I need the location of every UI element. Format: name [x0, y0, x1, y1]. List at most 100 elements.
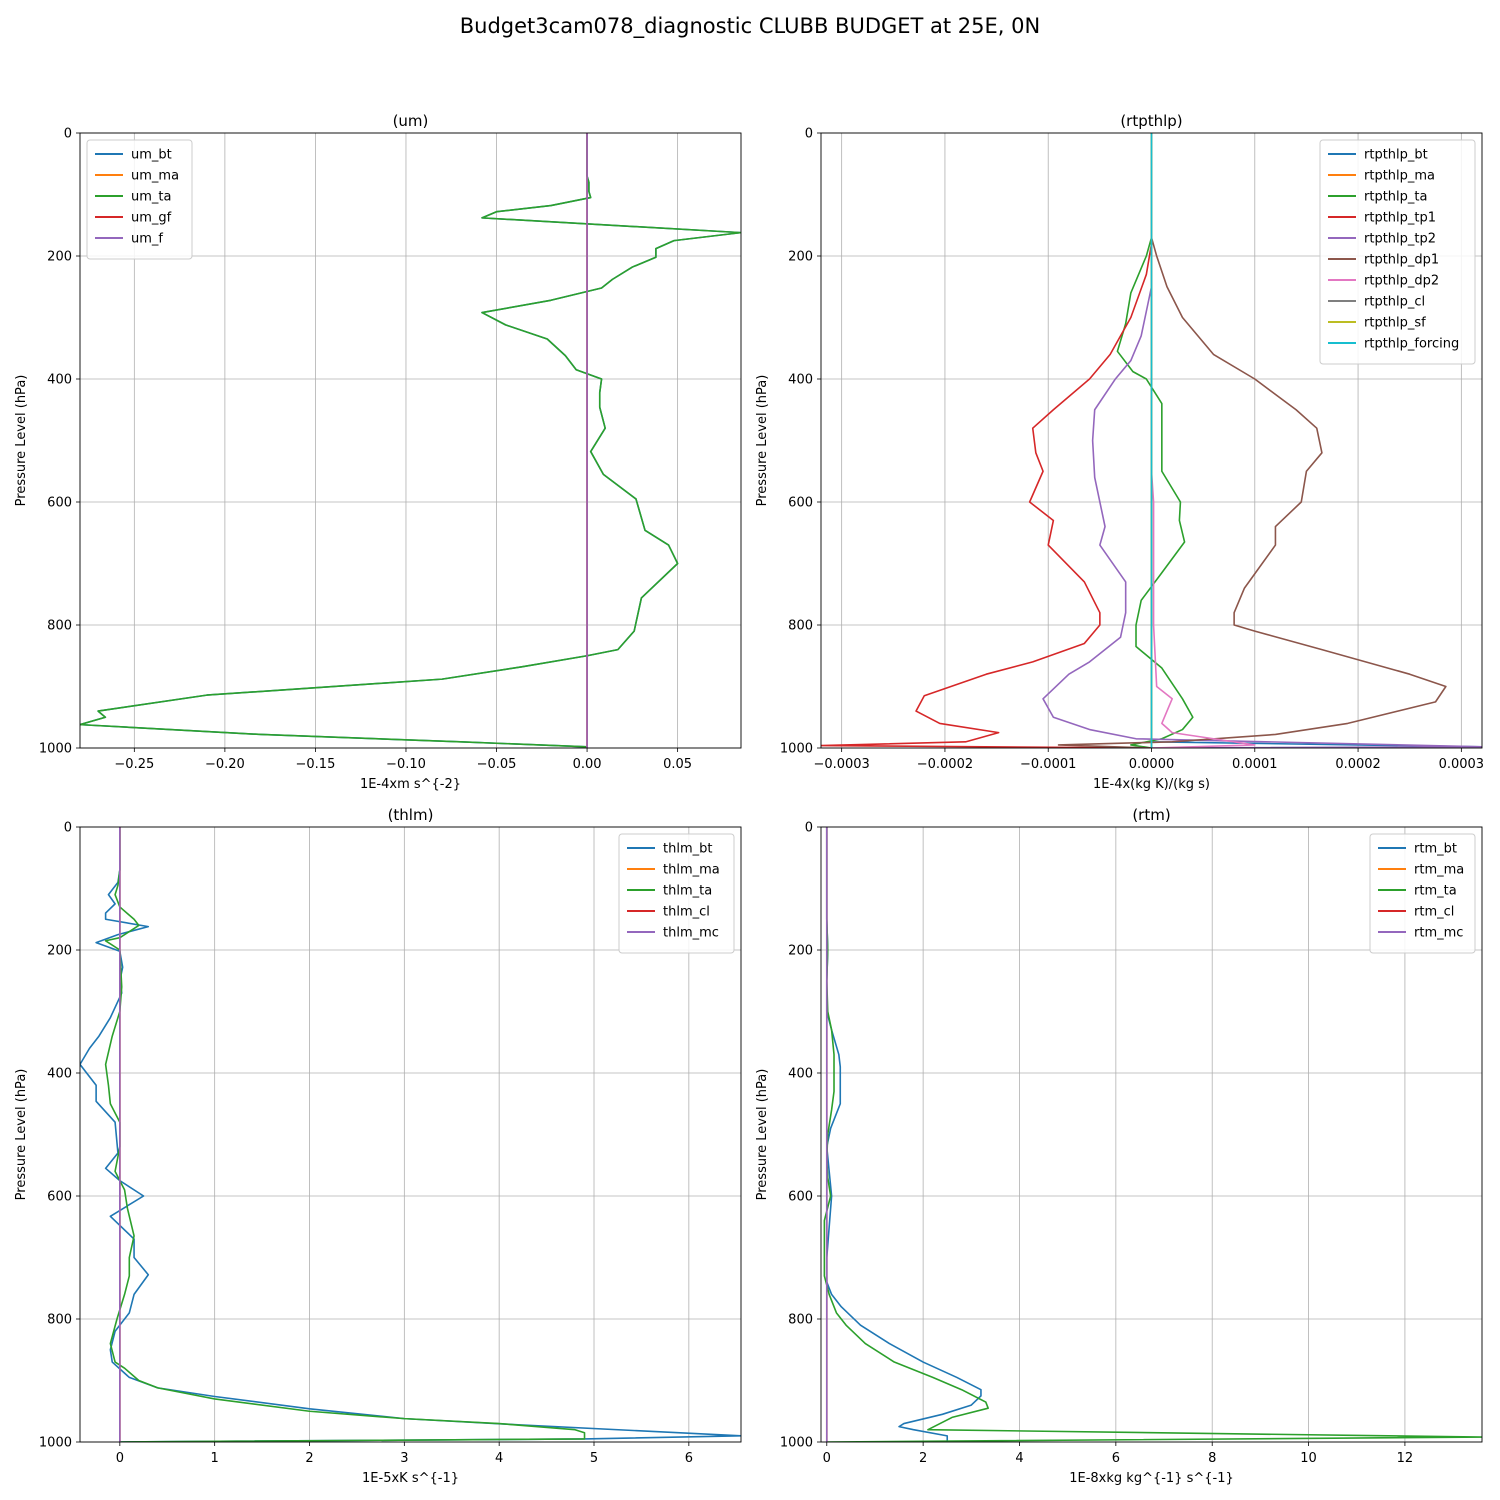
series-line-rtpthlp_dp2 — [1150, 133, 1256, 748]
thlm-legend-box — [618, 833, 735, 954]
thlm-x-tick-label: 0 — [116, 1451, 124, 1466]
um-series-group — [80, 133, 741, 748]
thlm-x-tick-label: 5 — [590, 1451, 598, 1466]
rtm-x-tick-label: 10 — [1300, 1451, 1317, 1466]
rtm-x-tick-label: 2 — [919, 1451, 927, 1466]
um-y-tick-label: 600 — [47, 496, 72, 511]
rtm-x-axis-label: 1E-8xkg kg^{-1} s^{-1} — [1069, 1471, 1234, 1486]
thlm-x-tick-label: 3 — [400, 1451, 408, 1466]
um-x-tick-label: −0.20 — [205, 757, 245, 772]
um-y-tick-label: 800 — [47, 619, 72, 634]
legend-label-rtpthlp_tp1: rtpthlp_tp1 — [1364, 211, 1436, 226]
thlm-y-tick-label: 200 — [47, 944, 72, 959]
um-x-tick-label: −0.15 — [296, 757, 336, 772]
um-x-tick-label: −0.10 — [386, 757, 426, 772]
series-line-rtpthlp_dp1 — [1057, 133, 1447, 748]
legend-label-rtpthlp_tp2: rtpthlp_tp2 — [1364, 232, 1436, 247]
rtpthlp-y-tick-label: 200 — [788, 250, 813, 265]
thlm-x-tick-label: 6 — [685, 1451, 693, 1466]
rtm-y-tick-label: 600 — [788, 1190, 813, 1205]
series-line-thlm_ta — [104, 827, 586, 1442]
rtm-panel-title: (rtm) — [1132, 806, 1170, 824]
legend-label-thlm_ta: thlm_ta — [663, 884, 712, 899]
rtm-x-tick-label: 12 — [1397, 1451, 1414, 1466]
thlm-y-axis-label: Pressure Level (hPa) — [14, 1069, 29, 1201]
thlm-y-tick-label: 400 — [47, 1067, 72, 1082]
rtpthlp-x-tick-label: 0.0001 — [1232, 757, 1278, 772]
rtpthlp-x-tick-label: −0.0003 — [813, 757, 869, 772]
um-y-tick-label: 1000 — [39, 742, 72, 757]
legend-label-rtpthlp_dp1: rtpthlp_dp1 — [1364, 253, 1439, 268]
rtpthlp-y-tick-label: 400 — [788, 373, 813, 388]
um-x-tick-label: 0.00 — [573, 757, 602, 772]
thlm-y-tick-label: 600 — [47, 1190, 72, 1205]
thlm-y-tick-label: 800 — [47, 1313, 72, 1328]
legend-label-rtm_ma: rtm_ma — [1414, 863, 1464, 878]
rtpthlp-y-tick-label: 1000 — [780, 742, 813, 757]
legend-label-rtpthlp_sf: rtpthlp_sf — [1364, 316, 1426, 331]
legend-label-rtpthlp_dp2: rtpthlp_dp2 — [1364, 274, 1439, 289]
legend-label-thlm_mc: thlm_mc — [663, 926, 719, 941]
rtpthlp-legend: rtpthlp_bt rtpthlp_ma rtpthlp_ta rtpthlp_tp… — [1319, 139, 1476, 365]
rtm-x-tick-label: 8 — [1208, 1451, 1216, 1466]
series-line-rtpthlp_tp2 — [1042, 133, 1482, 748]
legend-label-rtm_cl: rtm_cl — [1414, 905, 1454, 920]
rtm-plot-frame — [820, 826, 1483, 1443]
legend-label-um_bt: um_bt — [131, 148, 172, 163]
series-line-rtpthlp_ta — [1116, 133, 1194, 748]
rtm-series-group — [823, 827, 1482, 1442]
rtm-y-tick-label: 1000 — [780, 1436, 813, 1451]
um-x-axis-label: 1E-4xm s^{-2} — [360, 777, 461, 792]
rtm-y-tick-label: 200 — [788, 944, 813, 959]
figure-title: Budget3cam078_diagnostic CLUBB BUDGET at… — [459, 14, 1041, 38]
series-line-rtpthlp_tp1 — [821, 133, 1153, 748]
thlm-plot-frame — [79, 826, 742, 1443]
thlm-series-group — [80, 827, 741, 1442]
rtm-y-axis-label: Pressure Level (hPa) — [755, 1069, 770, 1201]
legend-label-rtpthlp_forcing: rtpthlp_forcing — [1364, 337, 1459, 352]
legend-label-rtm_mc: rtm_mc — [1414, 926, 1463, 941]
um-plot-frame — [79, 132, 742, 749]
series-line-rtm_ta — [823, 827, 1482, 1442]
rtpthlp-x-tick-label: 0.0000 — [1129, 757, 1175, 772]
thlm-x-tick-label: 2 — [305, 1451, 313, 1466]
legend-label-rtpthlp_bt: rtpthlp_bt — [1364, 148, 1428, 163]
um-x-tick-label: 0.05 — [663, 757, 692, 772]
rtm-legend: rtm_bt rtm_ma rtm_ta rtm_cl rtm_mc — [1369, 833, 1476, 954]
rtm-y-tick-label: 800 — [788, 1313, 813, 1328]
rtpthlp-y-axis-label: Pressure Level (hPa) — [755, 375, 770, 507]
rtpthlp-x-tick-label: 0.0003 — [1439, 757, 1485, 772]
um-y-tick-label: 400 — [47, 373, 72, 388]
rtpthlp-x-tick-label: 0.0002 — [1335, 757, 1381, 772]
rtpthlp-legend-box — [1319, 139, 1476, 365]
um-legend-box — [86, 139, 193, 260]
rtm-x-tick-label: 0 — [823, 1451, 831, 1466]
um-y-tick-label: 0 — [64, 127, 72, 142]
thlm-legend: thlm_bt thlm_ma thlm_ta thlm_cl thlm_mc — [618, 833, 735, 954]
series-line-um_ta — [80, 133, 741, 748]
rtpthlp-panel-title: (rtpthlp) — [1120, 112, 1182, 130]
rtm-legend-box — [1369, 833, 1476, 954]
legend-label-thlm_ma: thlm_ma — [663, 863, 720, 878]
rtpthlp-y-tick-label: 0 — [805, 127, 813, 142]
legend-label-thlm_cl: thlm_cl — [663, 905, 710, 920]
um-y-axis-label: Pressure Level (hPa) — [14, 375, 29, 507]
thlm-y-tick-label: 0 — [64, 821, 72, 836]
series-line-rtm_bt — [825, 827, 982, 1442]
rtm-x-tick-label: 6 — [1112, 1451, 1120, 1466]
legend-label-rtpthlp_cl: rtpthlp_cl — [1364, 295, 1425, 310]
rtpthlp-y-tick-label: 600 — [788, 496, 813, 511]
um-x-tick-label: −0.25 — [114, 757, 154, 772]
rtpthlp-x-tick-label: −0.0001 — [1020, 757, 1076, 772]
rtm-x-tick-label: 4 — [1015, 1451, 1023, 1466]
thlm-y-tick-label: 1000 — [39, 1436, 72, 1451]
legend-label-um_ma: um_ma — [131, 169, 179, 184]
rtpthlp-series-group — [821, 133, 1482, 748]
legend-label-rtm_bt: rtm_bt — [1414, 842, 1457, 857]
thlm-x-tick-label: 1 — [211, 1451, 219, 1466]
thlm-x-tick-label: 4 — [495, 1451, 503, 1466]
